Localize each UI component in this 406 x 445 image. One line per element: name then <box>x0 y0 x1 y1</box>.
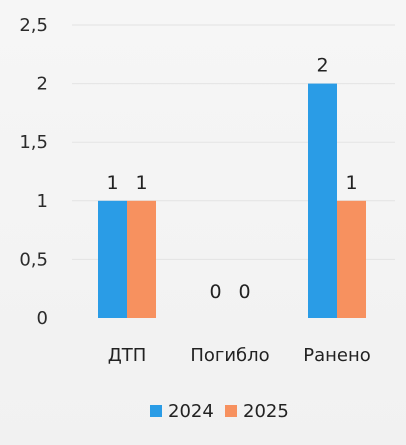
y-tick-label: 1 <box>37 191 48 212</box>
legend: 2024 2025 <box>150 401 289 422</box>
legend-swatch-2024 <box>150 405 162 417</box>
legend-label: 2024 <box>168 401 214 422</box>
legend-swatch-2025 <box>225 405 237 417</box>
category-label: Погибло <box>190 345 269 366</box>
y-tick-label: 1,5 <box>19 132 48 153</box>
y-tick-label: 2,5 <box>19 15 48 36</box>
data-label: 0 <box>238 281 250 303</box>
bar-2024-0 <box>98 200 127 318</box>
y-tick-label: 2 <box>37 74 48 95</box>
data-labels: 1 10 021 <box>106 55 357 303</box>
data-label: 1 <box>345 172 357 194</box>
data-label: 0 <box>209 281 221 303</box>
category-label: Ранено <box>303 345 371 366</box>
bars <box>98 83 366 318</box>
data-label: 2 <box>316 55 328 77</box>
bar-2025-0 <box>127 200 156 318</box>
legend-label: 2025 <box>243 401 289 422</box>
data-label: 1 <box>106 172 118 194</box>
category-label: ДТП <box>108 345 147 366</box>
data-label: 1 <box>135 172 147 194</box>
y-axis-ticks: 0 0,5 1 1,5 2 2,5 <box>19 15 48 329</box>
bar-2024-2 <box>308 83 337 318</box>
y-tick-label: 0,5 <box>19 249 48 270</box>
x-axis-categories: ДТП Погибло Ранено <box>108 345 371 366</box>
y-tick-label: 0 <box>37 308 48 329</box>
bar-2025-2 <box>337 200 366 318</box>
